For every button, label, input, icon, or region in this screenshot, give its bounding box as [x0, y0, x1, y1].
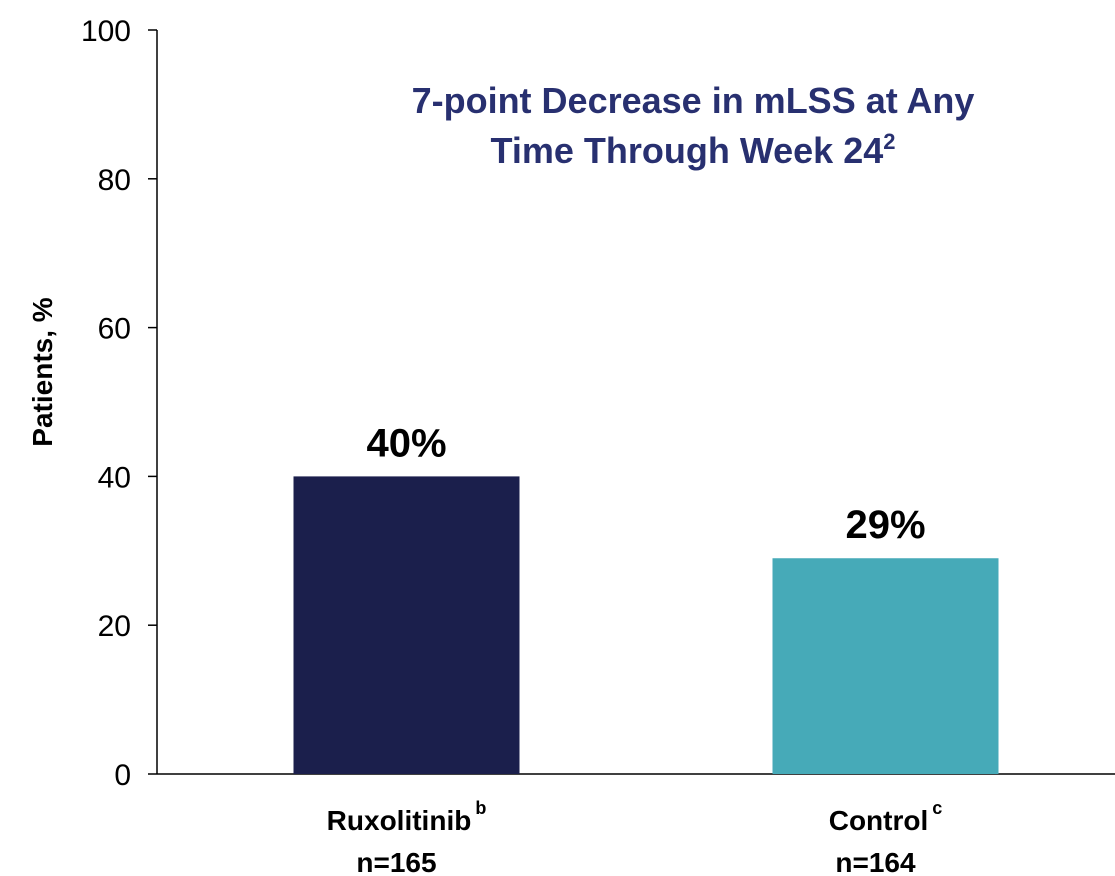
y-tick-label: 100 [81, 15, 131, 48]
y-tick-label: 60 [98, 313, 131, 346]
x-tick-label: Ruxolitinib b [327, 798, 487, 836]
bar [772, 558, 999, 774]
chart-title: 7-point Decrease in mLSS at Any [412, 80, 975, 121]
value-label: 40% [366, 421, 446, 465]
title-superscript: 2 [883, 129, 895, 154]
category-count: n=164 [835, 847, 916, 876]
category-name: Ruxolitinib [327, 805, 472, 836]
y-tick-label: 20 [98, 610, 131, 643]
value-label: 29% [845, 503, 925, 547]
y-tick-label: 0 [114, 759, 131, 792]
category-name: Control [829, 805, 929, 836]
bar [293, 476, 520, 774]
y-tick-label: 40 [98, 461, 131, 494]
chart-title: Time Through Week 242 [490, 129, 895, 171]
y-tick-label: 80 [98, 164, 131, 197]
x-tick-label: Control c [829, 798, 943, 836]
y-axis-label: Patients, % [27, 297, 58, 446]
chart-title-line: Time Through Week 24 [490, 130, 883, 171]
category-count: n=165 [356, 847, 436, 876]
category-superscript: c [932, 798, 942, 818]
chart-title-line: 7-point Decrease in mLSS at Any [412, 80, 975, 121]
category-superscript: b [475, 798, 486, 818]
